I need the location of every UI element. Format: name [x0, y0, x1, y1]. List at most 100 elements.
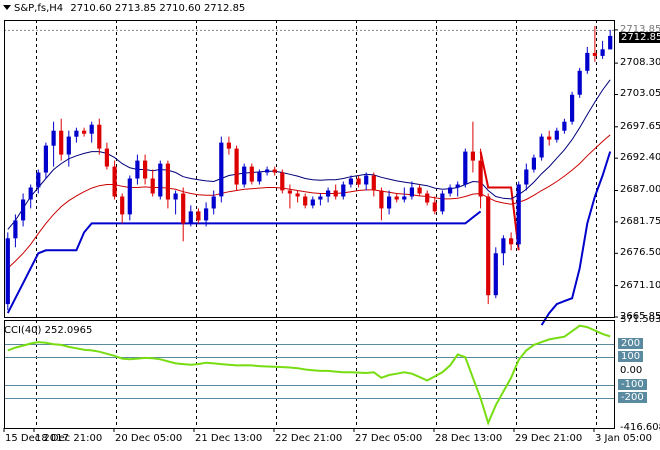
candle-60 — [463, 148, 468, 188]
candle-32 — [249, 163, 254, 185]
cci-series — [7, 324, 611, 426]
candle-body — [265, 169, 270, 173]
candle-body — [509, 238, 514, 245]
candle-body — [570, 94, 575, 122]
candle-9 — [74, 127, 79, 143]
time-tick-label: 29 Dec 21:00 — [515, 433, 583, 444]
candle-body — [150, 178, 155, 194]
cci-tick-label: 100 — [618, 351, 644, 362]
candle-body — [211, 196, 216, 209]
candle-15 — [120, 193, 125, 224]
candle-body — [143, 160, 148, 179]
candle-37 — [287, 184, 292, 209]
cci-tick-label: -416.6083 — [620, 422, 660, 433]
price-tick-label: 2703.05 — [620, 88, 660, 99]
candle-55 — [425, 190, 430, 206]
candle-30 — [234, 145, 239, 191]
symbol-dropdown-icon[interactable] — [3, 5, 11, 10]
time-tick-label: 22 Dec 21:00 — [275, 433, 343, 444]
time-tick-label: 3 Jan 05:00 — [595, 433, 652, 444]
candle-body — [249, 166, 254, 182]
cci-label: CCI(40) 252.0965 — [4, 325, 93, 336]
candle-26 — [204, 202, 209, 227]
cci-tick-label: -200 — [618, 392, 647, 403]
candle-2 — [21, 193, 26, 227]
candle-body — [524, 169, 529, 185]
candle-19 — [150, 169, 155, 197]
candle-body — [562, 121, 567, 131]
candle-66 — [509, 232, 514, 251]
candle-body — [226, 142, 231, 149]
candle-53 — [409, 181, 414, 200]
candle-body — [21, 199, 26, 221]
candle-28 — [219, 136, 224, 203]
candle-body — [470, 151, 475, 161]
candle-77 — [592, 26, 597, 62]
candle-body — [36, 172, 41, 188]
candle-8 — [66, 130, 71, 167]
candle-body — [120, 196, 125, 215]
price-tick-label: 2687.00 — [620, 184, 660, 195]
candle-body — [356, 178, 361, 185]
price-tick-label: 2665.85 — [620, 311, 660, 322]
time-tick-label: 20 Dec 05:00 — [115, 433, 183, 444]
candle-body — [5, 238, 10, 305]
candle-body — [13, 220, 18, 239]
candle-25 — [196, 208, 201, 224]
candle-body — [432, 202, 437, 212]
candle-10 — [82, 127, 87, 137]
candle-body — [448, 187, 453, 194]
candle-body — [585, 52, 590, 71]
candle-body — [577, 70, 582, 95]
candle-67 — [516, 181, 521, 248]
candle-5 — [43, 142, 48, 179]
candle-44 — [341, 181, 346, 200]
cci-frame — [4, 320, 615, 429]
candle-65 — [501, 235, 506, 266]
candle-54 — [417, 184, 422, 197]
candle-body — [547, 136, 552, 140]
price-tick-label: 2681.75 — [620, 216, 660, 227]
candle-body — [257, 172, 262, 182]
candle-24 — [188, 205, 193, 227]
candle-body — [402, 196, 407, 200]
candle-1 — [13, 214, 18, 248]
candle-body — [440, 193, 445, 212]
candle-52 — [402, 187, 407, 203]
candle-body — [592, 52, 597, 56]
cci-tick-label: 0.00 — [620, 365, 643, 376]
candle-79 — [608, 29, 613, 50]
candle-75 — [577, 67, 582, 98]
candle-42 — [326, 187, 331, 203]
cci-line — [7, 324, 611, 426]
candle-17 — [135, 154, 140, 185]
candle-body — [364, 175, 369, 185]
time-tick-label: 28 Dec 13:00 — [435, 433, 503, 444]
candle-body — [600, 49, 605, 56]
candle-33 — [257, 169, 262, 185]
candle-59 — [455, 181, 460, 197]
candle-70 — [539, 133, 544, 161]
candle-body — [516, 184, 521, 245]
candle-73 — [562, 118, 567, 134]
candle-62 — [478, 148, 483, 209]
candle-body — [173, 193, 178, 200]
candle-body — [539, 136, 544, 158]
candle-45 — [348, 175, 353, 188]
candle-body — [303, 196, 308, 206]
candle-39 — [303, 193, 308, 209]
candle-body — [333, 190, 338, 197]
candle-64 — [493, 247, 498, 299]
candle-69 — [531, 154, 536, 173]
cci-tick-label: -100 — [618, 379, 647, 390]
candle-body — [59, 130, 64, 155]
candle-38 — [295, 190, 300, 203]
candle-49 — [379, 187, 384, 221]
candle-36 — [280, 169, 285, 194]
candle-body — [104, 148, 109, 167]
candle-body — [158, 163, 163, 197]
candle-29 — [226, 136, 231, 155]
candle-40 — [310, 196, 315, 209]
candle-58 — [448, 184, 453, 197]
